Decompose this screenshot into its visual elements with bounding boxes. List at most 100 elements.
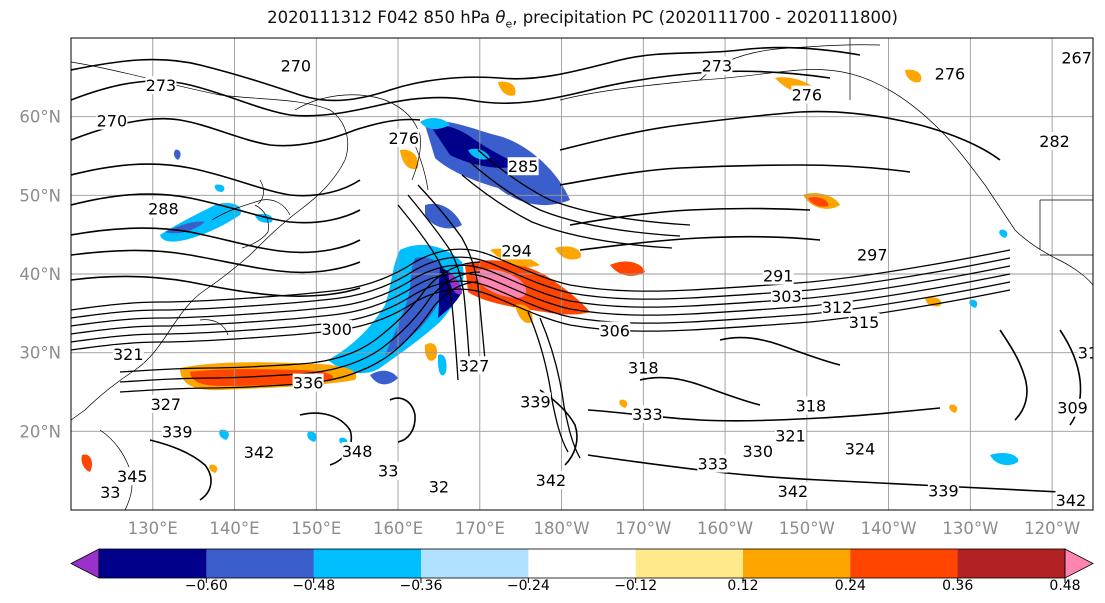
contour-label: 32 [429, 477, 449, 496]
contour-label-bg [762, 266, 794, 285]
contour-label: 282 [1039, 132, 1070, 151]
contour-label-bg [701, 56, 733, 75]
contour-label: 333 [698, 455, 729, 474]
contour-label: 276 [792, 86, 823, 105]
contour-label: 342 [536, 471, 567, 490]
contour-label: 273 [702, 57, 733, 76]
contour-label: 276 [388, 129, 419, 148]
lat-tick-label: 60°N [19, 108, 61, 127]
jet-contour-bundle [71, 149, 1011, 459]
colorbar-tick-label: 0.12 [727, 578, 758, 594]
contour-label: 267 [1061, 49, 1092, 68]
colorbar-tick-label: −0.12 [614, 578, 657, 594]
contour-label: 276 [935, 64, 966, 83]
contour-label: 33 [378, 462, 398, 481]
lat-tick-label: 30°N [19, 344, 61, 363]
contour-label: 312 [1078, 344, 1105, 363]
contour-label-bg [774, 426, 806, 445]
contour-label-bg [927, 481, 959, 500]
contour-label-bg [280, 56, 312, 75]
lon-tick-label: 140°E [209, 519, 259, 538]
contour-label: 318 [628, 359, 659, 378]
contour-label-bg [519, 392, 551, 411]
lat-tick-label: 50°N [19, 186, 61, 205]
contour-label: 288 [148, 200, 179, 219]
map-gridlines [71, 38, 1093, 510]
contour-label: 342 [1056, 491, 1087, 510]
contour-label-bg [243, 442, 275, 461]
contour-label-bg [150, 394, 182, 413]
colorbar-segment [206, 549, 315, 578]
contour-label-bg [96, 111, 128, 130]
contour-label: 315 [849, 313, 880, 332]
lon-tick-label: 170°W [615, 519, 671, 538]
contour-label: 309 [1057, 399, 1088, 418]
contour-label: 339 [162, 422, 193, 441]
contour-label-bg [777, 482, 809, 501]
contour-label: 297 [857, 245, 888, 264]
contour-label-bg [341, 442, 373, 460]
lat-tick-label: 20°N [19, 422, 61, 441]
contour-label-bg [1077, 343, 1093, 362]
lon-tick-label: 130°E [128, 519, 178, 538]
contour-label-bg [161, 422, 193, 441]
lon-tick-label: 160°E [373, 519, 423, 538]
contour-label-bg [844, 439, 876, 458]
contour-label: 318 [796, 396, 827, 415]
contour-label-bg [321, 320, 353, 339]
contour-label-bg [856, 245, 888, 264]
contour-label-bg [292, 373, 324, 392]
contour-label-bg [99, 482, 122, 501]
lon-tick-label: 170°E [455, 519, 505, 538]
contour-label: 342 [244, 443, 275, 462]
contour-label-bg [377, 461, 400, 480]
colorbar-segment [313, 549, 422, 578]
contour-label: 303 [771, 287, 802, 306]
contour-label: 324 [845, 440, 876, 459]
map-frame [70, 37, 1094, 511]
contour-label-bg [501, 241, 533, 260]
colorbar-tick-label: 0.36 [942, 578, 973, 594]
colorbar-segment [743, 549, 851, 578]
lon-tick-label: 120°W [1024, 519, 1080, 538]
lon-tick-label: 180°W [534, 519, 590, 538]
contour-label: 342 [778, 482, 809, 501]
colorbar-segment [421, 549, 529, 578]
contour-label: 270 [97, 112, 128, 131]
lon-tick-label: 150°E [291, 519, 341, 538]
contour-label-bg [791, 85, 823, 104]
contour-label: 321 [113, 345, 144, 364]
contour-label: 327 [151, 395, 182, 414]
contour-label: 306 [599, 322, 630, 341]
colorbar-segment [528, 549, 637, 578]
contour-label: 339 [520, 392, 551, 411]
colorbar-segment [99, 549, 207, 578]
contour-label: 327 [459, 356, 490, 375]
colorbar-tick-label: 0.24 [835, 578, 866, 594]
colorbar-extend-high [1064, 548, 1094, 579]
contour-label: 273 [146, 76, 177, 95]
contour-label-bg [770, 287, 802, 306]
contour-label: 300 [321, 320, 352, 339]
lon-tick-label: 150°W [779, 519, 835, 538]
contour-label-bg [1057, 398, 1089, 417]
colorbar-tick-label: −0.48 [292, 578, 335, 594]
colorbar-tick-label: −0.36 [400, 578, 443, 594]
colorbar-segment [850, 549, 959, 578]
lon-tick-label: 130°W [942, 519, 998, 538]
contour-label: 333 [632, 405, 663, 424]
contour-label: 336 [293, 374, 324, 393]
contour-label-bg [1055, 490, 1087, 509]
contour-labels: 273 270 270 276 285 288 294 291 297 282 273 276 276 2… [96, 48, 1105, 510]
map-axis-labels: 130°E 140°E 150°E 160°E 170°E 180°W 170°W 160°W… [19, 108, 1080, 538]
contour-label: 294 [501, 241, 532, 260]
contour-label-bg [116, 467, 148, 486]
contour-label-bg [742, 442, 774, 460]
contour-label-bg [388, 128, 420, 147]
contour-label-bg [848, 312, 880, 331]
precipitation-shading [81, 69, 1019, 473]
lon-tick-label: 160°W [697, 519, 753, 538]
contour-label-bg [631, 405, 663, 424]
